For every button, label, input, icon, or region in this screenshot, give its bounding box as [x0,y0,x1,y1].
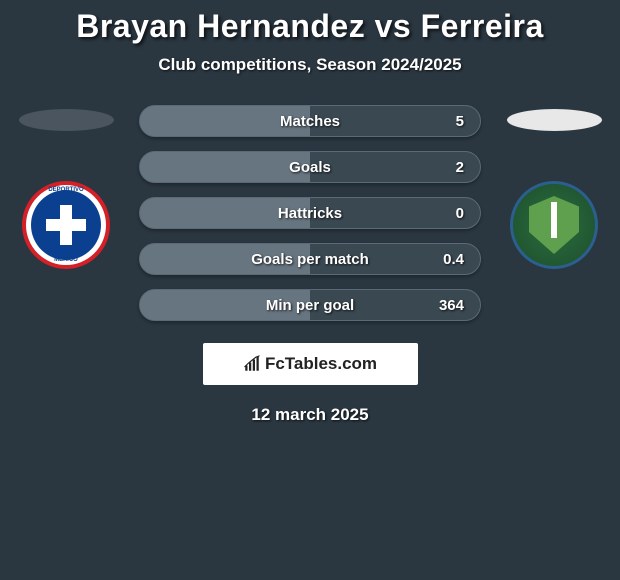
stat-row-matches: Matches 5 [139,105,481,137]
stat-label: Matches [280,113,340,130]
brand-badge: FcTables.com [203,343,418,385]
infographic-root: Brayan Hernandez vs Ferreira Club compet… [0,0,620,425]
stat-value-right: 5 [456,113,464,130]
logo-text-bottom: MEXICO [54,257,78,263]
left-player-column: DEPORTIVO MEXICO [11,105,121,269]
stat-label: Min per goal [266,297,354,314]
logo-shield [529,196,579,254]
stat-label: Hattricks [278,205,342,222]
stat-value-right: 0.4 [443,251,464,268]
stat-row-goals-per-match: Goals per match 0.4 [139,243,481,275]
brand-text: FcTables.com [265,354,377,374]
stat-row-min-per-goal: Min per goal 364 [139,289,481,321]
stat-value-right: 0 [456,205,464,222]
page-title: Brayan Hernandez vs Ferreira [0,8,620,45]
right-player-column [499,105,609,269]
chart-icon [243,355,261,373]
stat-value-right: 364 [439,297,464,314]
logo-space-needle [551,202,557,238]
logo-cross-vertical [60,205,72,245]
main-row: DEPORTIVO MEXICO Matches 5 Goals 2 Hattr… [0,105,620,321]
stat-row-goals: Goals 2 [139,151,481,183]
player-shadow-right [507,109,602,131]
stat-value-right: 2 [456,159,464,176]
stats-column: Matches 5 Goals 2 Hattricks 0 Goals per … [139,105,481,321]
club-logo-sounders [510,181,598,269]
club-logo-cruz-azul: DEPORTIVO MEXICO [22,181,110,269]
stat-label: Goals [289,159,331,176]
date-text: 12 march 2025 [0,405,620,425]
page-subtitle: Club competitions, Season 2024/2025 [0,55,620,75]
player-shadow-left [19,109,114,131]
logo-inner-circle [31,190,101,260]
stat-label: Goals per match [251,251,369,268]
stat-row-hattricks: Hattricks 0 [139,197,481,229]
